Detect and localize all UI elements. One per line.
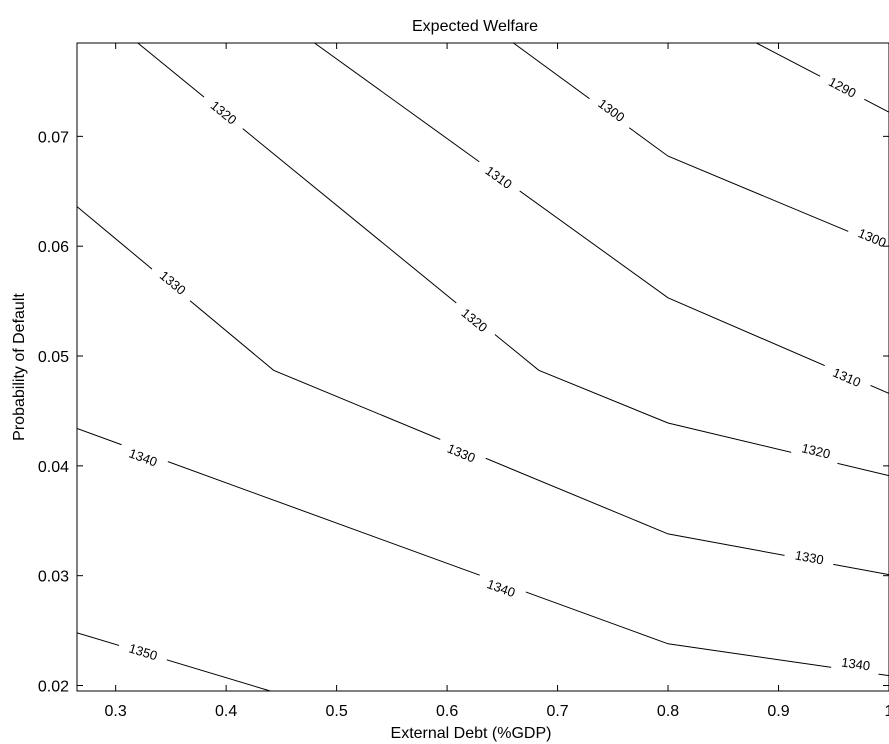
x-tick-label: 1: [885, 703, 889, 720]
x-tick-label: 0.8: [657, 703, 679, 720]
x-tick-label: 0.6: [436, 703, 458, 720]
y-tick-label: 0.05: [38, 349, 69, 366]
contour-label-1320: 1320: [800, 440, 832, 461]
x-tick-label: 0.7: [546, 703, 568, 720]
chart-title: Expected Welfare: [412, 18, 538, 35]
contour-line-1330: [77, 206, 889, 576]
plot-area: [76, 42, 889, 692]
x-tick-label: 0.3: [105, 703, 127, 720]
x-tick-label: 0.4: [215, 703, 237, 720]
contour-line-1320: [137, 43, 889, 477]
contour-line-1300: [513, 43, 889, 249]
contour-lines: [77, 43, 889, 691]
y-tick-label: 0.03: [38, 569, 69, 586]
y-tick-label: 0.06: [38, 239, 69, 256]
contour-line-1350: [77, 632, 271, 691]
y-tick-label: 0.07: [38, 129, 69, 146]
x-tick-label: 0.5: [325, 703, 347, 720]
axis-ticks: 0.3 0.4 0.5 0.6 0.7 0.8 0.9 1 0.02 0.03 0.04 0.05 0.…: [38, 43, 889, 720]
x-tick-label: 0.9: [767, 703, 789, 720]
contour-line-1310: [314, 43, 889, 394]
y-axis-label: Probability of Default: [11, 293, 28, 441]
contour-line-1290: [756, 43, 889, 113]
x-axis-label: External Debt (%GDP): [391, 725, 552, 742]
contour-label-1340: 1340: [840, 655, 871, 674]
contour-line-1340: [77, 428, 889, 677]
y-tick-label: 0.04: [38, 459, 69, 476]
y-tick-label: 0.02: [38, 679, 69, 696]
contour-label-1330: 1330: [794, 548, 825, 568]
